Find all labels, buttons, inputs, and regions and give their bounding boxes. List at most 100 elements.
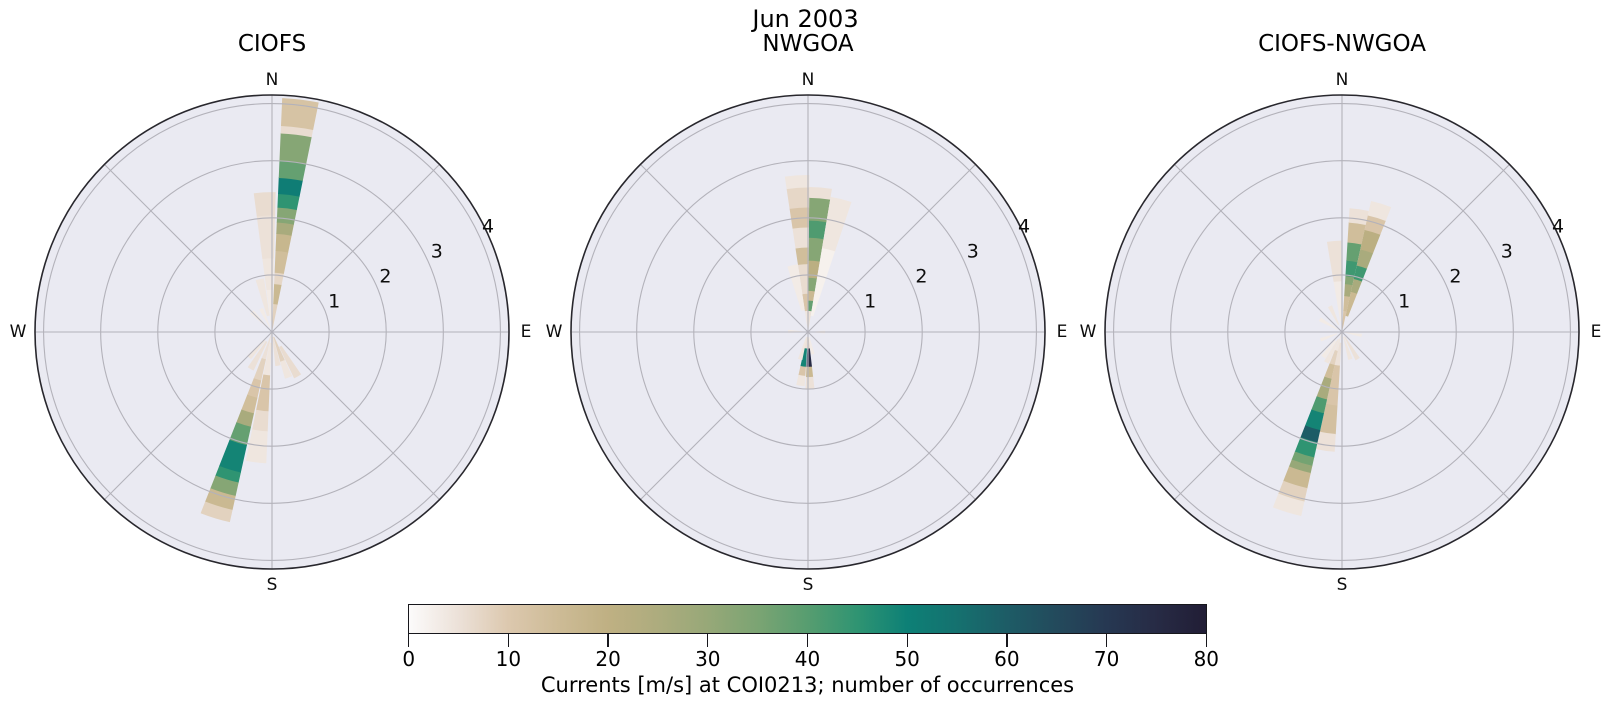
angular-gridline xyxy=(271,164,440,333)
colorbar: 0 10 20 30 40 50 60 70 80 Currents [m/s] at COI0… xyxy=(402,604,1219,714)
rose-petal-segment xyxy=(1304,409,1324,431)
rose-petal-segment xyxy=(808,290,815,302)
rose-petal-segment xyxy=(792,226,809,249)
colorbar-tick-mark xyxy=(1105,634,1108,647)
cardinal-label-e: E xyxy=(521,322,532,342)
plot-title-ciofs-nwgoa: CIOFS-NWGOA xyxy=(1258,31,1426,57)
cardinal-label-n: N xyxy=(1336,70,1349,90)
radial-tick-label: 2 xyxy=(915,266,927,288)
rose-petal-segment xyxy=(822,196,852,252)
rose-petal-segment xyxy=(795,246,809,265)
rose-petal-segment xyxy=(1345,291,1358,317)
rose-petal-segment xyxy=(1342,310,1347,330)
angular-gridline xyxy=(1341,331,1510,500)
colorbar-tick-label: 60 xyxy=(994,647,1020,671)
colorbar-tick-mark xyxy=(507,634,510,647)
rose-petal-segment xyxy=(808,260,820,279)
rose-petal-segment xyxy=(800,348,807,368)
rose-petal-segment xyxy=(1283,466,1311,489)
rose-petal-segment xyxy=(802,293,809,312)
rose-petal-segment xyxy=(805,376,815,390)
rose-petal-segment xyxy=(1311,396,1328,414)
rose-petal-segment xyxy=(276,207,297,225)
rose-petal-segment xyxy=(1344,332,1362,337)
rose-petal-segment xyxy=(261,332,272,360)
angular-gridline xyxy=(1174,331,1343,500)
rose-petal-segment xyxy=(1334,332,1342,352)
rose-petal-segment xyxy=(274,250,289,274)
rose-petal-segment xyxy=(1356,248,1374,269)
rose-petal-segment xyxy=(796,374,806,387)
figure-title: Jun 2003 xyxy=(752,5,859,33)
rose-petal-segment xyxy=(1334,342,1342,367)
rose-petal-segment xyxy=(279,345,302,379)
rose-petal-segment xyxy=(808,310,812,330)
polar-plot-ciofs: 1 2 3 4 N E S W xyxy=(10,70,532,595)
rose-petal-segment xyxy=(252,409,269,432)
rose-petal-segment xyxy=(241,394,258,414)
rose-petal-segment xyxy=(1345,260,1358,278)
colorbar-tick-label: 10 xyxy=(495,647,522,671)
rose-petal-segment xyxy=(1316,376,1332,401)
colorbar-tick-label: 50 xyxy=(894,647,920,671)
polar-plot-nwgoa: 1 2 3 4 N E S W xyxy=(546,70,1068,595)
angular-gridline xyxy=(104,164,273,333)
colorbar-tick-label: 30 xyxy=(695,647,721,671)
rose-petal-segment xyxy=(1291,451,1315,467)
rose-petal-segment xyxy=(1321,340,1337,359)
rose-petal-segment xyxy=(247,340,268,371)
colorbar-tick-mark xyxy=(707,634,709,647)
rose-petal-segment xyxy=(278,160,307,181)
rose-petal-segment xyxy=(808,197,831,223)
rose-petal-segment xyxy=(280,98,319,131)
radial-tick-label: 2 xyxy=(1449,266,1461,288)
rose-petal-segment xyxy=(787,264,805,311)
rose-petal-segment xyxy=(277,193,300,211)
rose-petal-segment xyxy=(278,177,303,197)
rose-petal-segment xyxy=(809,186,832,200)
rose-petal-segment xyxy=(1346,241,1362,263)
rose-petal-segment xyxy=(1364,214,1386,235)
rose-petal-segment xyxy=(1367,200,1392,221)
rose-petal-segment xyxy=(273,336,286,363)
polar-axes-boundary xyxy=(34,94,510,570)
rose-petal-segment xyxy=(262,257,274,291)
rose-petal-segment xyxy=(806,366,814,378)
rose-petal-segment xyxy=(808,277,818,292)
colorbar-tick-mark xyxy=(607,634,609,647)
cardinal-label-e: E xyxy=(1591,322,1602,342)
rose-petal-segment xyxy=(253,358,266,382)
colorbar-label: Currents [m/s] at COI0213; number of occ… xyxy=(540,673,1075,697)
angular-gridline xyxy=(807,164,976,333)
rose-petal-segment xyxy=(1318,317,1338,330)
cardinal-label-n: N xyxy=(266,70,279,90)
rose-petal-segment xyxy=(263,342,272,376)
rose-petal-segment xyxy=(1324,363,1335,380)
radial-tick-label: 4 xyxy=(1552,216,1564,238)
angular-gridline xyxy=(1174,164,1343,333)
rose-petal-segment xyxy=(256,374,271,412)
rose-petal-segment xyxy=(1343,336,1353,360)
radial-tick-label: 3 xyxy=(967,241,979,263)
rose-petal-segment xyxy=(810,247,836,317)
colorbar-tick-label: 0 xyxy=(402,647,416,671)
rose-petal-segment xyxy=(1288,459,1313,474)
rose-petal-segment xyxy=(1344,283,1353,297)
rose-petal-segment xyxy=(255,278,270,317)
colorbar-tick-mark xyxy=(906,634,908,647)
rose-petal-segment xyxy=(1333,280,1342,322)
rose-petal-segment xyxy=(276,221,294,236)
rose-petal-segment xyxy=(205,488,236,511)
rose-petal-segment xyxy=(215,465,241,484)
rose-petal-segment xyxy=(798,365,806,377)
rose-petal-segment xyxy=(1300,425,1321,443)
rose-petal-segment xyxy=(253,192,276,217)
colorbar-tick-label: 70 xyxy=(1093,647,1120,671)
rose-petal-segment xyxy=(272,303,278,332)
plot-title-nwgoa: NWGOA xyxy=(762,31,854,57)
rose-petal-segment xyxy=(275,233,292,253)
colorbar-tick-label: 20 xyxy=(595,647,621,671)
rose-petal-segment xyxy=(200,501,233,523)
rose-petal-segment xyxy=(798,336,807,360)
